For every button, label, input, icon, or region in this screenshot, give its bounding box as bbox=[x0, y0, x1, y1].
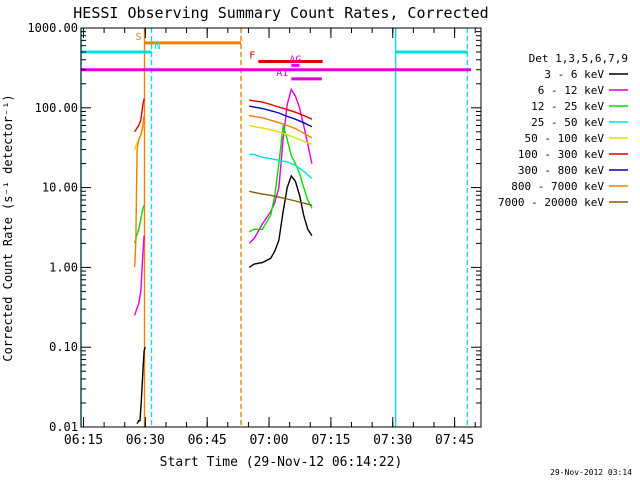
series-7-segment-0 bbox=[133, 115, 145, 268]
series-0-segment-1 bbox=[248, 174, 313, 268]
y-axis-label: Corrected Count Rate (s⁻¹ detector⁻¹) bbox=[1, 94, 15, 361]
legend-title: Det 1,3,5,6,7,9 bbox=[529, 52, 628, 65]
series-7-segment-1 bbox=[249, 114, 313, 139]
x-tick-label: 07:45 bbox=[435, 433, 474, 448]
chart-title: HESSI Observing Summary Count Rates, Cor… bbox=[73, 4, 488, 22]
flag-label-5: A1 bbox=[276, 68, 288, 79]
x-axis-label: Start Time (29-Nov-12 06:14:22) bbox=[160, 455, 403, 470]
y-tick-label: 100.00 bbox=[35, 101, 78, 115]
y-tick-label: 1000.00 bbox=[27, 21, 78, 35]
x-tick-label: 06:45 bbox=[188, 433, 227, 448]
legend-label-0: 3 - 6 keV bbox=[544, 68, 604, 81]
series-3-segment-0 bbox=[249, 153, 313, 180]
series-4-segment-1 bbox=[249, 124, 313, 145]
series-1-segment-0 bbox=[133, 235, 145, 316]
plot-date-stamp: 29-Nov-2012 03:14 bbox=[550, 468, 632, 477]
y-tick-label: 0.01 bbox=[49, 420, 78, 434]
y-tick-label: 0.10 bbox=[49, 340, 78, 354]
y-tick-label: 10.00 bbox=[42, 181, 78, 195]
series-8-segment-0 bbox=[249, 190, 313, 206]
series-6-segment-0 bbox=[249, 105, 313, 128]
x-tick-label: 07:00 bbox=[249, 433, 288, 448]
legend-label-8: 7000 - 20000 keV bbox=[498, 196, 604, 209]
flag-label-0: S bbox=[135, 32, 141, 43]
x-tick-label: 06:15 bbox=[64, 433, 103, 448]
count-rate-series bbox=[133, 87, 313, 425]
flag-label-3: F bbox=[249, 51, 255, 62]
y-tick-label: 1.00 bbox=[49, 260, 78, 274]
series-2-segment-1 bbox=[248, 125, 313, 233]
series-1-segment-1 bbox=[248, 87, 313, 244]
chart-legend: 3 - 6 keV 6 - 12 keV 12 - 25 keV 25 - 50 ke… bbox=[498, 68, 628, 209]
legend-label-6: 300 - 800 keV bbox=[518, 164, 604, 177]
legend-label-7: 800 - 7000 keV bbox=[511, 180, 604, 193]
flag-label-4: AG bbox=[289, 54, 301, 65]
legend-label-4: 50 - 100 keV bbox=[525, 132, 605, 145]
x-tick-label: 06:30 bbox=[126, 433, 165, 448]
legend-label-3: 25 - 50 keV bbox=[531, 116, 604, 129]
legend-label-1: 6 - 12 keV bbox=[538, 84, 605, 97]
legend-label-2: 12 - 25 keV bbox=[531, 100, 604, 113]
series-5-segment-1 bbox=[249, 99, 313, 120]
plot-frame bbox=[80, 27, 482, 428]
flag-label-1: N bbox=[155, 41, 161, 52]
x-tick-label: 07:15 bbox=[311, 433, 350, 448]
series-0-segment-0 bbox=[136, 346, 146, 425]
series-5-segment-0 bbox=[134, 98, 145, 133]
x-tick-label: 07:30 bbox=[373, 433, 412, 448]
legend-label-5: 100 - 300 keV bbox=[518, 148, 604, 161]
